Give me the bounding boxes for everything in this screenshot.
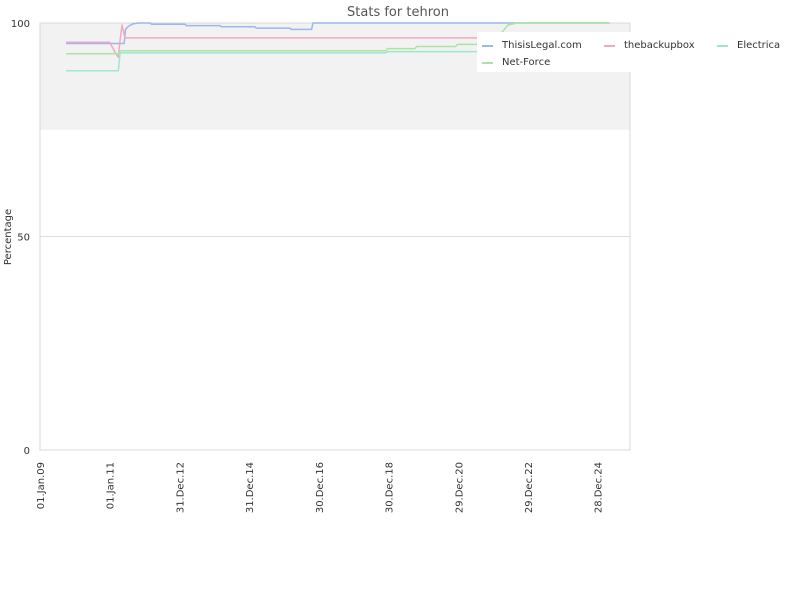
x-tick-label: 29.Dec.20	[454, 462, 465, 513]
x-tick-label: 29.Dec.22	[524, 462, 535, 513]
chart-title: Stats for tehron	[347, 5, 449, 20]
legend-label[interactable]: Electrica	[737, 40, 780, 51]
y-axis-label: Percentage	[3, 209, 14, 265]
y-tick-label: 50	[17, 233, 30, 244]
legend-background	[477, 32, 800, 72]
series-line-electrica	[66, 50, 610, 72]
series-line-thisislegal-com	[66, 22, 610, 45]
x-tick-label: 31.Dec.12	[175, 462, 186, 513]
y-tick-label: 100	[11, 19, 30, 30]
y-tick-labels: 0 50 100	[11, 19, 30, 457]
x-tick-label: 28.Dec.24	[594, 462, 605, 513]
x-tick-label: 01.Jan.09	[36, 462, 47, 509]
x-tick-labels: 01.Jan.09 01.Jan.11 31.Dec.12 31.Dec.14 30.D…	[36, 462, 605, 513]
y-tick-label: 0	[24, 446, 30, 457]
x-tick-label: 01.Jan.11	[106, 462, 117, 509]
legend-label[interactable]: ThisisLegal.com	[501, 40, 582, 51]
legend: ThisisLegal.com thebackupbox Electrica Net-…	[477, 32, 800, 72]
x-tick-label: 31.Dec.14	[245, 462, 256, 513]
series-line-net-force	[66, 22, 610, 55]
legend-label[interactable]: Net-Force	[502, 57, 550, 68]
x-tick-label: 30.Dec.16	[315, 462, 326, 513]
legend-label[interactable]: thebackupbox	[624, 40, 695, 51]
series-group	[66, 22, 610, 72]
series-line-thebackupbox	[66, 24, 508, 58]
x-tick-label: 30.Dec.18	[385, 462, 396, 513]
